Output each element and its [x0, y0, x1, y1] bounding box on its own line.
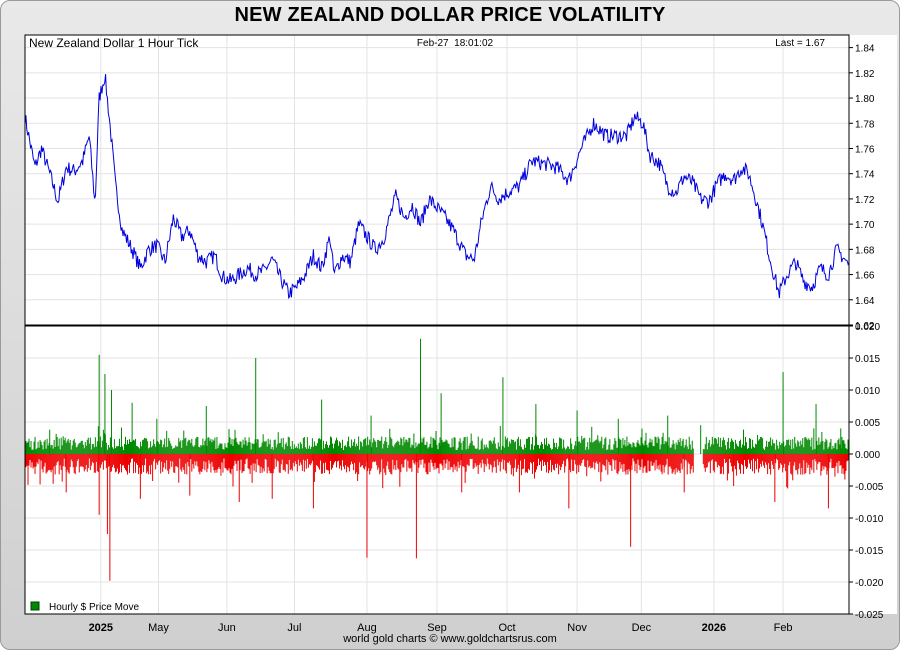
price-line: [24, 74, 850, 300]
chart-title: NEW ZEALAND DOLLAR PRICE VOLATILITY: [234, 4, 666, 26]
xtick-label: 2026: [702, 622, 726, 634]
legend-swatch: [30, 601, 40, 611]
volatility-ytick-label: 0.010: [855, 386, 880, 397]
volatility-ytick-label: -0.010: [855, 514, 884, 525]
volatility-ytick-label: -0.020: [855, 578, 884, 589]
footer-credit: world gold charts © www.goldchartsrus.co…: [343, 633, 557, 645]
volatility-ytick-label: 0.005: [855, 418, 880, 429]
volatility-ytick-label: -0.015: [855, 546, 884, 557]
xtick-label: Jun: [218, 622, 236, 634]
xtick-label: 2025: [89, 622, 113, 634]
xtick-label: Aug: [357, 622, 377, 634]
xtick-label: Sep: [427, 622, 447, 634]
xtick-label: Dec: [632, 622, 652, 634]
axes: [24, 34, 853, 615]
xtick-label: Feb: [774, 622, 793, 634]
volatility-ytick-label: -0.025: [855, 610, 884, 621]
timestamp-label: Feb-27 18:01:02: [417, 38, 494, 49]
axis-labels: 1.84 1.82 1.80 1.78 1.76 1.74 1.72 1.70 1.68 1.66…: [29, 36, 884, 634]
volatility-ytick-label: 0.020: [855, 322, 880, 333]
volatility-bars: [24, 338, 849, 581]
price-ytick-label: 1.74: [855, 170, 875, 181]
price-ytick-label: 1.78: [855, 119, 875, 130]
price-ytick-label: 1.68: [855, 245, 875, 256]
price-ytick-label: 1.62: [855, 321, 875, 332]
xtick-label: May: [148, 622, 169, 634]
price-ytick-label: 1.66: [855, 271, 875, 282]
last-price-label: Last = 1.67: [775, 38, 825, 49]
xtick-label: Oct: [498, 622, 515, 634]
price-series: [24, 74, 850, 300]
price-subtitle: New Zealand Dollar 1 Hour Tick: [29, 36, 199, 50]
volatility-plot-border: [24, 325, 850, 615]
volatility-ytick-label: -0.005: [855, 482, 884, 493]
price-plot-border: [24, 34, 850, 326]
price-ytick-label: 1.72: [855, 195, 875, 206]
xtick-label: Jul: [287, 622, 301, 634]
price-ytick-label: 1.70: [855, 220, 875, 231]
price-ytick-label: 1.82: [855, 69, 875, 80]
price-gridlines: [25, 35, 897, 614]
xtick-label: Nov: [567, 622, 587, 634]
price-ytick-label: 1.80: [855, 94, 875, 105]
price-ytick-label: 1.76: [855, 144, 875, 155]
price-ytick-label: 1.84: [855, 44, 875, 55]
price-ytick-label: 1.64: [855, 296, 875, 307]
volatility-ytick-label: 0.015: [855, 354, 880, 365]
y-label-strip: [849, 35, 897, 614]
volatility-ytick-label: 0.000: [855, 450, 880, 461]
legend-label: Hourly $ Price Move: [49, 602, 139, 613]
